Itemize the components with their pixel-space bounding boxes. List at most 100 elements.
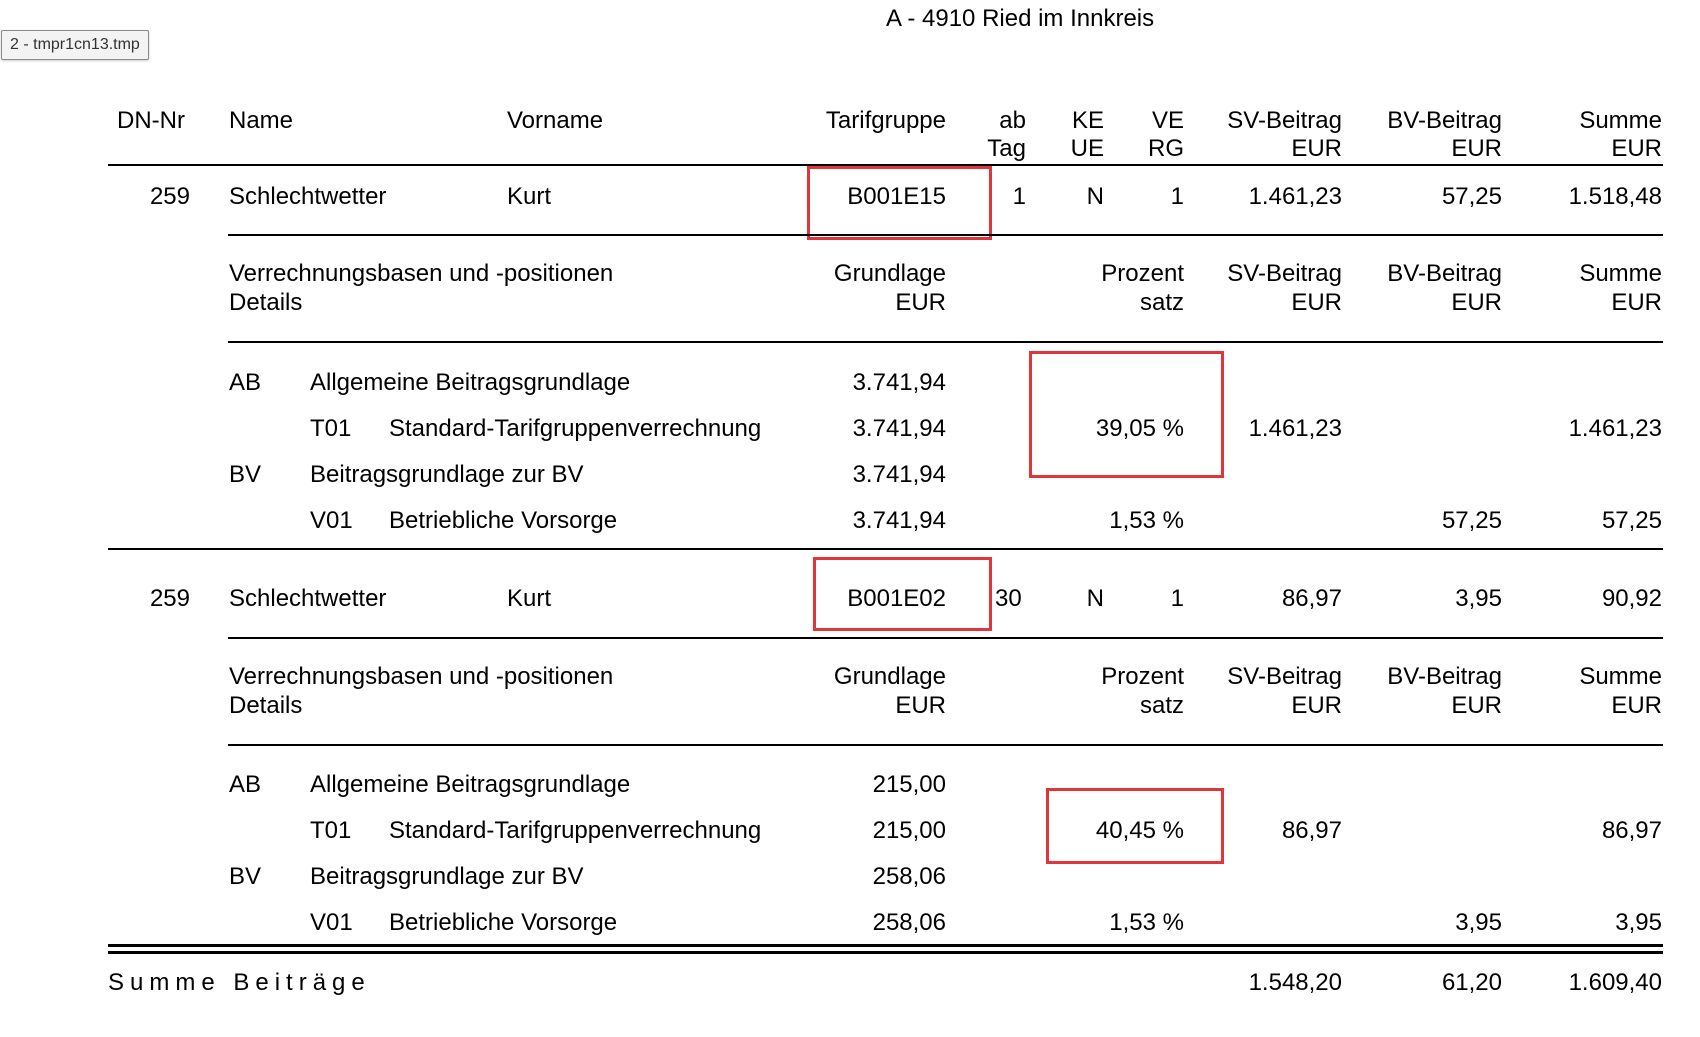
detail-col-bv-1: BV-Beitrag <box>1387 260 1502 287</box>
col-ab-1: ab <box>999 107 1026 134</box>
t01-prozent: 39,05 % <box>1095 415 1184 442</box>
employee-keue: N <box>1086 183 1104 210</box>
detail-col-sv-1: SV-Beitrag <box>1227 663 1342 690</box>
v01-grundlage: 3.741,94 <box>852 507 946 534</box>
totals-divider-bottom <box>108 951 1663 954</box>
employee-keue: N <box>1086 585 1104 612</box>
employee-name: Schlechtwetter <box>229 183 387 210</box>
col-summe-1: Summe <box>1579 107 1662 134</box>
detail-col-sv-1: SV-Beitrag <box>1227 260 1342 287</box>
detail-col-prozent-1: Prozent <box>1101 663 1184 690</box>
detail-col-summe-2: EUR <box>1611 289 1662 316</box>
bv-code: BV <box>229 461 262 488</box>
bv-code: BV <box>229 863 262 890</box>
employee-vorname: Kurt <box>507 183 552 210</box>
employee-name: Schlechtwetter <box>229 585 387 612</box>
v01-prozent: 1,53 % <box>1109 507 1184 534</box>
ab-label: Allgemeine Beitragsgrundlage <box>310 771 631 798</box>
t01-grundlage: 215,00 <box>872 817 946 844</box>
employee-verg: 1 <box>1170 585 1184 612</box>
col-sv-2: EUR <box>1291 135 1342 162</box>
bv-label: Beitragsgrundlage zur BV <box>310 461 584 488</box>
col-ab-2: Tag <box>987 135 1026 162</box>
t01-label: Standard-Tarifgruppenverrechnung <box>389 415 762 442</box>
document-tab[interactable]: 2 - tmpr1cn13.tmp <box>1 30 149 60</box>
col-summe-2: EUR <box>1611 135 1662 162</box>
v01-prozent: 1,53 % <box>1109 909 1184 936</box>
detail-col-prozent-2: satz <box>1139 692 1184 719</box>
detail-col-sv-2: EUR <box>1291 289 1342 316</box>
employee-sv: 86,97 <box>1281 585 1342 612</box>
detail-col-grundlage-1: Grundlage <box>833 663 946 690</box>
col-name: Name <box>229 107 294 134</box>
employee-vorname: Kurt <box>507 585 552 612</box>
header-divider <box>108 164 1663 166</box>
ab-code: AB <box>229 369 262 396</box>
ab-grundlage: 215,00 <box>872 771 946 798</box>
col-bv-2: EUR <box>1451 135 1502 162</box>
v01-code: V01 <box>310 909 353 936</box>
highlight-tarifgruppe <box>813 557 992 631</box>
t01-sv: 1.461,23 <box>1248 415 1342 442</box>
employee-summe: 1.518,48 <box>1568 183 1662 210</box>
v01-code: V01 <box>310 507 353 534</box>
t01-label: Standard-Tarifgruppenverrechnung <box>389 817 762 844</box>
employee-divider <box>228 637 1663 639</box>
employee-bv: 57,25 <box>1441 183 1502 210</box>
detail-col-bv-2: EUR <box>1451 692 1502 719</box>
detail-subtitle: Details <box>229 289 303 316</box>
employee-bv: 3,95 <box>1455 585 1502 612</box>
ab-label: Allgemeine Beitragsgrundlage <box>310 369 631 396</box>
totals-label: Summe Beiträge <box>108 969 371 996</box>
detail-col-grundlage-2: EUR <box>895 289 946 316</box>
bv-grundlage: 3.741,94 <box>852 461 946 488</box>
detail-col-summe-2: EUR <box>1611 692 1662 719</box>
ab-grundlage: 3.741,94 <box>852 369 946 396</box>
detail-title: Verrechnungsbasen und -positionen <box>229 260 614 287</box>
header-address: A - 4910 Ried im Innkreis <box>886 5 1155 32</box>
t01-sv: 86,97 <box>1281 817 1342 844</box>
v01-label: Betriebliche Vorsorge <box>389 909 618 936</box>
v01-bv: 57,25 <box>1441 507 1502 534</box>
detail-col-grundlage-2: EUR <box>895 692 946 719</box>
employee-ab-tag: 1 <box>1012 183 1026 210</box>
t01-summe: 1.461,23 <box>1568 415 1662 442</box>
col-sv-1: SV-Beitrag <box>1227 107 1342 134</box>
v01-summe: 3,95 <box>1615 909 1662 936</box>
block-divider <box>108 548 1663 550</box>
col-ke-1: KE <box>1071 107 1104 134</box>
detail-title: Verrechnungsbasen und -positionen <box>229 663 614 690</box>
t01-code: T01 <box>310 817 352 844</box>
t01-code: T01 <box>310 415 352 442</box>
detail-subtitle: Details <box>229 692 303 719</box>
employee-tarifgruppe: B001E02 <box>847 585 946 612</box>
totals-bv: 61,20 <box>1441 969 1502 996</box>
employee-summe: 90,92 <box>1601 585 1662 612</box>
col-vorname: Vorname <box>507 107 604 134</box>
employee-ab-tag: 30 <box>995 585 1022 612</box>
employee-divider <box>228 234 1663 236</box>
v01-label: Betriebliche Vorsorge <box>389 507 618 534</box>
col-ke-2: UE <box>1070 135 1104 162</box>
bv-grundlage: 258,06 <box>872 863 946 890</box>
t01-prozent: 40,45 % <box>1095 817 1184 844</box>
employee-tarifgruppe: B001E15 <box>847 183 946 210</box>
detail-col-bv-1: BV-Beitrag <box>1387 663 1502 690</box>
highlight-prozent <box>1029 351 1224 478</box>
t01-summe: 86,97 <box>1601 817 1662 844</box>
v01-bv: 3,95 <box>1455 909 1502 936</box>
bv-label: Beitragsgrundlage zur BV <box>310 863 584 890</box>
employee-sv: 1.461,23 <box>1248 183 1342 210</box>
detail-col-prozent-1: Prozent <box>1101 260 1184 287</box>
col-dn-nr: DN-Nr <box>117 107 185 134</box>
col-bv-1: BV-Beitrag <box>1387 107 1502 134</box>
detail-col-sv-2: EUR <box>1291 692 1342 719</box>
v01-summe: 57,25 <box>1601 507 1662 534</box>
employee-dn-nr: 259 <box>149 585 190 612</box>
employee-dn-nr: 259 <box>149 183 190 210</box>
detail-header-divider <box>228 341 1663 343</box>
detail-header-divider <box>228 744 1663 746</box>
totals-sv: 1.548,20 <box>1248 969 1342 996</box>
detail-col-grundlage-1: Grundlage <box>833 260 946 287</box>
employee-verg: 1 <box>1170 183 1184 210</box>
